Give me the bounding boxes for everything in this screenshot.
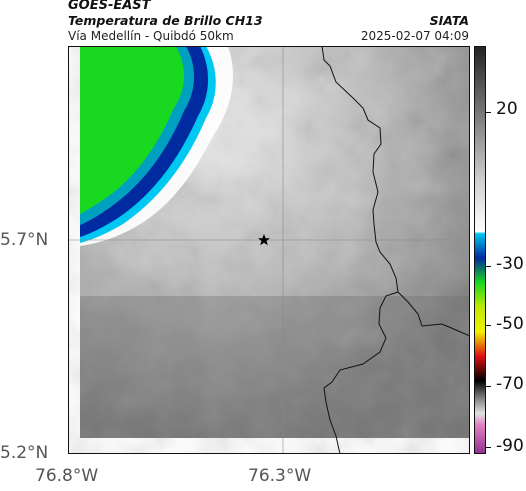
cbar-tick — [486, 386, 491, 387]
datetime-label: 2025-02-07 04:09 — [360, 29, 469, 43]
colorbar-border — [474, 46, 486, 454]
cbar-label-m50: -50 — [496, 314, 524, 334]
org-label: SIATA — [429, 13, 469, 28]
satellite-map — [68, 46, 470, 454]
cbar-label-m90: -90 — [496, 436, 524, 456]
colorbar — [474, 46, 486, 454]
lat-label-5-2: 5.2°N — [0, 443, 49, 463]
location-star-icon — [258, 234, 270, 246]
map-svg — [68, 46, 470, 454]
cbar-label-20: 20 — [496, 99, 518, 119]
cbar-tick — [486, 266, 491, 267]
product-title: Temperatura de Brillo CH13 — [68, 13, 263, 28]
boundary-line-east — [397, 291, 470, 337]
satellite-title: GOES-EAST — [68, 0, 151, 13]
boundary-line — [321, 46, 399, 454]
header: GOES-EAST Temperatura de Brillo CH13 Vía… — [0, 0, 526, 46]
cbar-tick — [486, 325, 491, 326]
dark-band — [80, 296, 470, 438]
cbar-label-m30: -30 — [496, 254, 524, 274]
lon-label-76-3: 76.3°W — [248, 466, 312, 486]
lon-label-76-8: 76.8°W — [35, 466, 99, 486]
map-border — [68, 46, 470, 454]
route-subtitle: Vía Medellín - Quibdó 50km — [68, 29, 234, 43]
colorbar-gradient — [474, 46, 486, 454]
lat-label-5-7: 5.7°N — [0, 230, 49, 250]
cbar-tick — [486, 447, 491, 448]
colorbar-svg — [474, 46, 486, 454]
cloud-green — [80, 46, 185, 214]
cbar-label-m70: -70 — [496, 374, 524, 394]
cbar-tick — [486, 112, 491, 113]
